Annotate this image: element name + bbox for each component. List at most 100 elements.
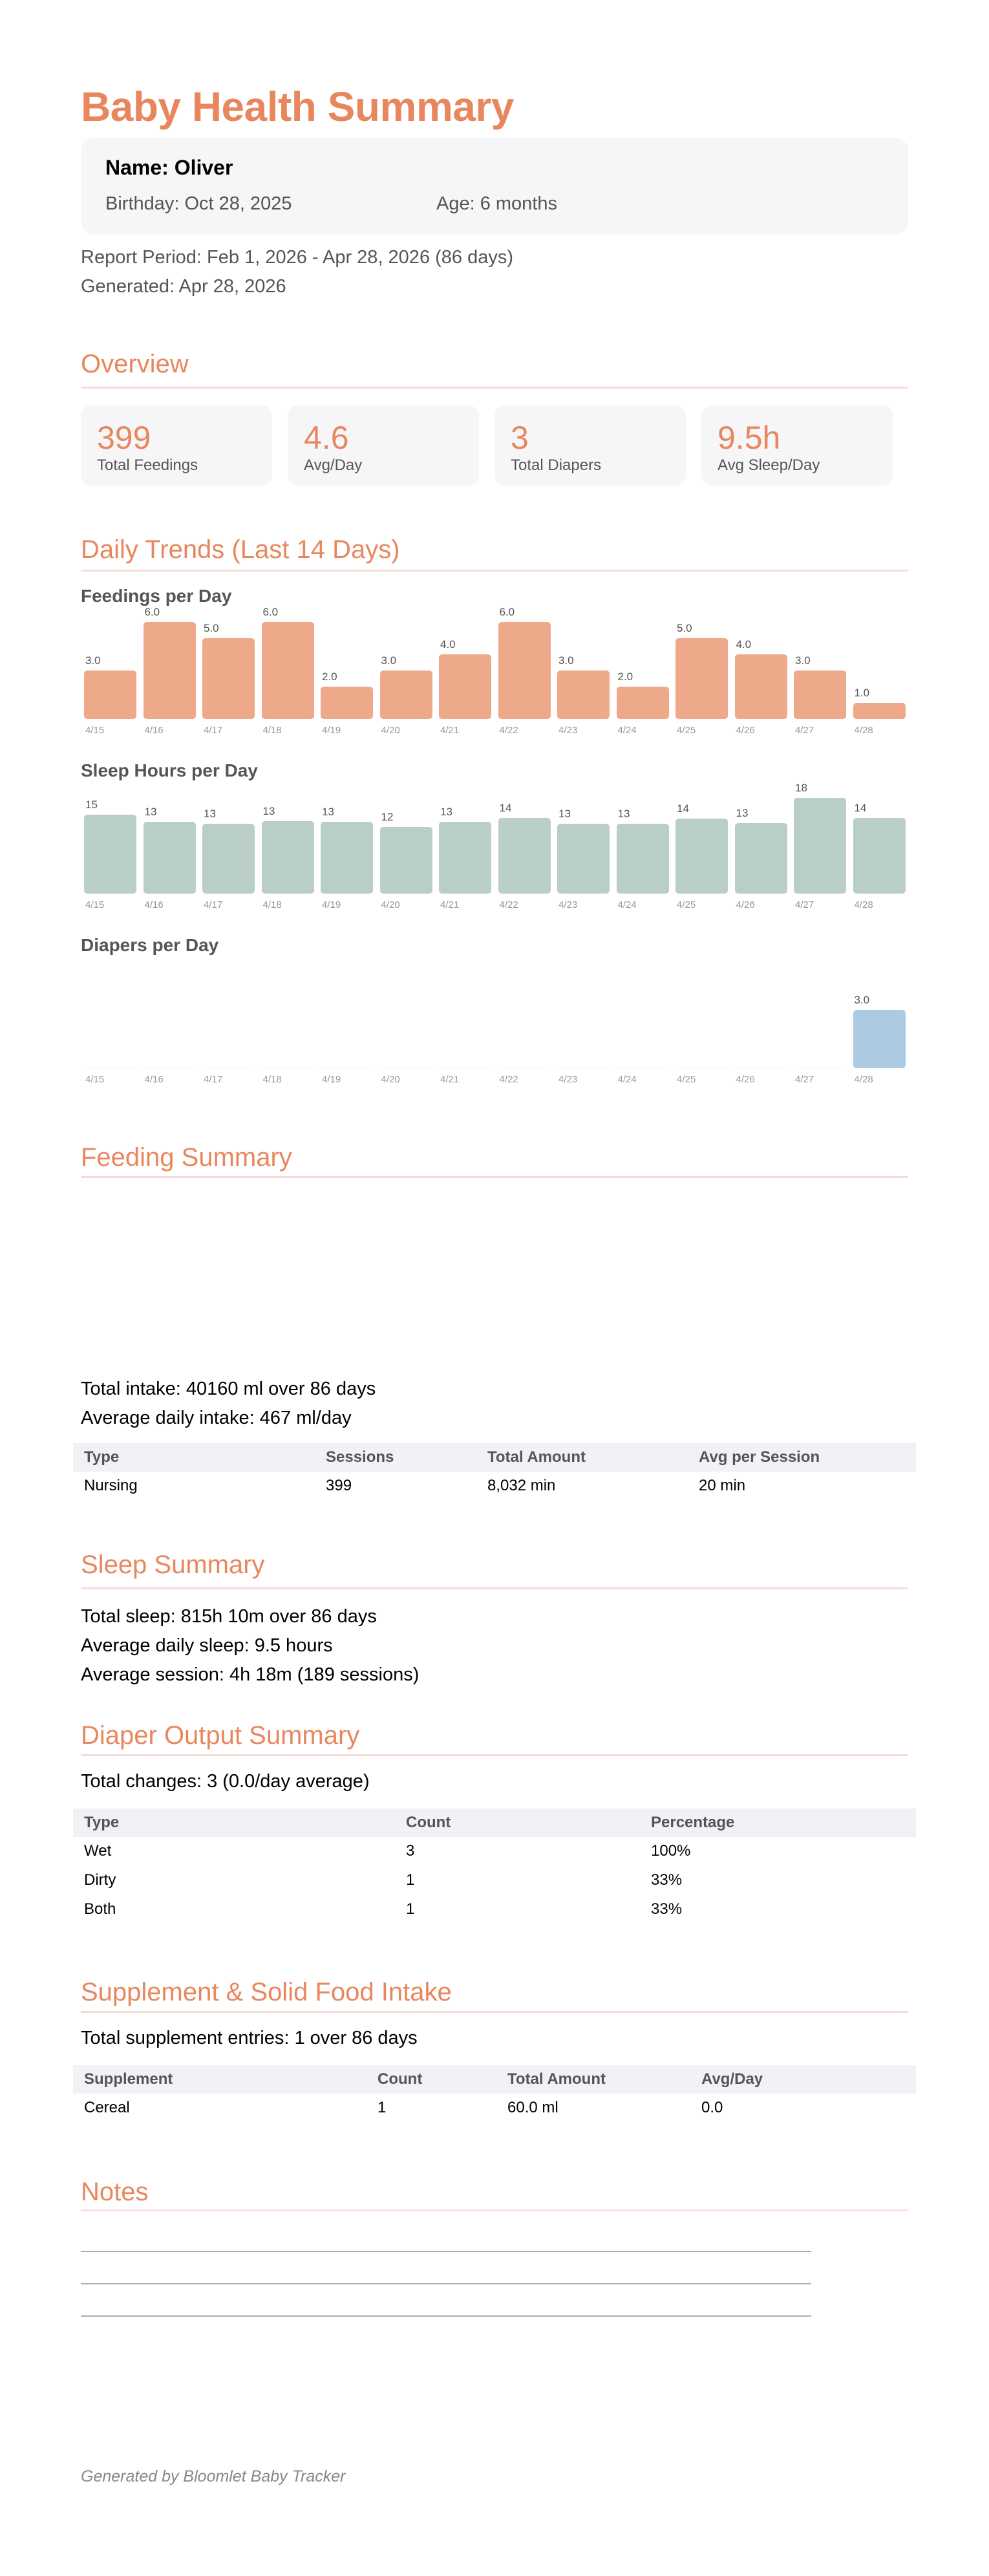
table-header: Supplement Count Total Amount Avg/Day bbox=[73, 2065, 916, 2094]
table-cell: Nursing bbox=[84, 1477, 138, 1494]
table-cell: 33% bbox=[651, 1900, 683, 1918]
stat-label: Total Diapers bbox=[511, 456, 602, 474]
stat-label: Total Feedings bbox=[97, 456, 198, 474]
daily-trends-heading: Daily Trends (Last 14 Days) bbox=[81, 535, 400, 564]
table-row: Both 1 33% bbox=[73, 1895, 916, 1924]
bar-column: 13 4/19 bbox=[321, 782, 373, 910]
bar-column: 4/16 bbox=[143, 957, 196, 1085]
column-header: Type bbox=[84, 1448, 120, 1466]
bar-column: 15 4/15 bbox=[84, 782, 136, 910]
bar-value-label: 14 bbox=[677, 802, 689, 815]
baby-name: Name: Oliver bbox=[105, 156, 233, 179]
bar-date-label: 4/20 bbox=[381, 899, 400, 910]
table-cell: 1 bbox=[406, 1871, 415, 1889]
baby-info-card: Name: Oliver Birthday: Oct 28, 2025 Age:… bbox=[81, 138, 908, 235]
bar-column: 13 4/16 bbox=[143, 782, 196, 910]
bar-column: 3.0 4/20 bbox=[379, 608, 432, 736]
bar-value-label: 4.0 bbox=[440, 638, 456, 650]
bar-date-label: 4/23 bbox=[558, 899, 578, 910]
baby-birthday: Birthday: Oct 28, 2025 bbox=[105, 193, 292, 214]
feeding-summary-heading: Feeding Summary bbox=[81, 1143, 292, 1172]
bar-value-label: 3.0 bbox=[854, 994, 870, 1006]
table-cell: 1 bbox=[378, 2099, 387, 2116]
bar bbox=[261, 622, 314, 719]
section-divider bbox=[81, 1587, 908, 1589]
bar bbox=[794, 798, 846, 894]
bar-value-label: 13 bbox=[440, 806, 452, 818]
bar-column: 4/20 bbox=[379, 957, 432, 1085]
bar bbox=[439, 654, 491, 719]
bar-date-label: 4/22 bbox=[499, 1074, 518, 1085]
table-cell: 60.0 ml bbox=[507, 2099, 558, 2116]
bar-value-label: 12 bbox=[381, 811, 394, 823]
section-divider bbox=[81, 1176, 908, 1178]
table-cell: 0.0 bbox=[701, 2099, 723, 2116]
bar-value-label: 15 bbox=[85, 799, 98, 811]
bar-value-label: 6.0 bbox=[262, 606, 279, 618]
bar-date-label: 4/26 bbox=[736, 1074, 755, 1085]
bar-date-label: 4/25 bbox=[677, 899, 696, 910]
bar-value-label: 14 bbox=[499, 802, 512, 814]
note-line[interactable] bbox=[81, 2251, 811, 2252]
bar-value-label: 13 bbox=[558, 808, 571, 820]
bar bbox=[853, 703, 906, 719]
stat-value: 3 bbox=[511, 420, 529, 456]
bar-date-label: 4/25 bbox=[677, 1074, 696, 1085]
bar-date-label: 4/24 bbox=[617, 1074, 637, 1085]
table-header: Type Count Percentage bbox=[73, 1809, 916, 1837]
supplement-heading: Supplement & Solid Food Intake bbox=[81, 1978, 452, 2006]
stat-card-avg-day: 4.6 Avg/Day bbox=[288, 405, 479, 486]
bar bbox=[321, 822, 373, 894]
bar bbox=[143, 822, 196, 894]
column-header: Avg/Day bbox=[701, 2070, 763, 2088]
bar-column: 3.0 4/28 bbox=[853, 957, 906, 1085]
column-header: Total Amount bbox=[507, 2070, 606, 2088]
note-line[interactable] bbox=[81, 2283, 811, 2284]
table-cell: 3 bbox=[406, 1842, 415, 1860]
bar-column: 6.0 4/16 bbox=[143, 606, 196, 736]
sleep-chart-title: Sleep Hours per Day bbox=[81, 760, 258, 780]
page-title: Baby Health Summary bbox=[81, 83, 514, 130]
bar-value-label: 13 bbox=[144, 806, 157, 818]
bar-date-label: 4/27 bbox=[795, 899, 814, 910]
bar-date-label: 4/21 bbox=[440, 725, 460, 736]
total-supplement-text: Total supplement entries: 1 over 86 days bbox=[81, 2028, 418, 2048]
bar-column: 14 4/22 bbox=[498, 782, 551, 910]
bar bbox=[557, 824, 610, 894]
avg-daily-sleep-text: Average daily sleep: 9.5 hours bbox=[81, 1635, 333, 1656]
bar-date-label: 4/15 bbox=[85, 1074, 105, 1085]
note-line[interactable] bbox=[81, 2315, 811, 2317]
supplement-table: Supplement Count Total Amount Avg/Day Ce… bbox=[73, 2065, 916, 2123]
column-header: Count bbox=[378, 2070, 423, 2088]
bar bbox=[616, 824, 669, 894]
bar-value-label: 1.0 bbox=[854, 687, 870, 699]
column-header: Type bbox=[84, 1814, 120, 1831]
bar-date-label: 4/18 bbox=[262, 899, 282, 910]
bar-date-label: 4/24 bbox=[617, 725, 637, 736]
bar-column: 4/21 bbox=[439, 957, 491, 1085]
table-row: Dirty 1 33% bbox=[73, 1866, 916, 1895]
bar-column: 5.0 4/25 bbox=[675, 608, 728, 736]
bar-date-label: 4/21 bbox=[440, 1074, 460, 1085]
section-divider bbox=[81, 2011, 908, 2013]
table-cell: 20 min bbox=[699, 1477, 746, 1494]
stat-label: Avg Sleep/Day bbox=[718, 456, 820, 474]
table-cell: 8,032 min bbox=[487, 1477, 556, 1494]
bar-column: 4/27 bbox=[794, 957, 846, 1085]
table-cell: 399 bbox=[326, 1477, 352, 1494]
bar-value-label: 13 bbox=[204, 808, 216, 820]
bar bbox=[379, 671, 432, 719]
bar-value-label: 6.0 bbox=[499, 606, 515, 618]
bar bbox=[321, 687, 373, 719]
notes-heading: Notes bbox=[81, 2178, 149, 2206]
bar-column: 4/15 bbox=[84, 957, 136, 1085]
section-divider bbox=[81, 1754, 908, 1756]
section-divider bbox=[81, 2209, 908, 2211]
bar-column: 3.0 4/23 bbox=[557, 608, 610, 736]
stat-value: 9.5h bbox=[718, 420, 781, 456]
diapers-chart-title: Diapers per Day bbox=[81, 935, 219, 955]
bar-column: 14 4/28 bbox=[853, 782, 906, 910]
bar-value-label: 18 bbox=[795, 782, 807, 794]
diapers-bar-chart: 4/15 4/16 4/17 4/18 4/19 4/20 4/21 4/22 4/23 4/24… bbox=[84, 957, 908, 1093]
total-changes-text: Total changes: 3 (0.0/day average) bbox=[81, 1771, 370, 1792]
